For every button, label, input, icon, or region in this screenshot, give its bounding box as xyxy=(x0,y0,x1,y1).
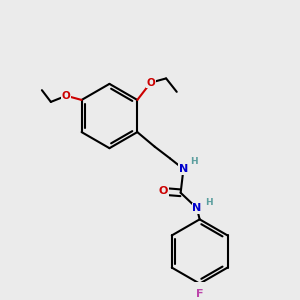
Text: O: O xyxy=(146,78,155,88)
Text: F: F xyxy=(196,289,203,299)
Text: H: H xyxy=(190,157,198,166)
Text: O: O xyxy=(62,91,70,101)
Text: N: N xyxy=(179,164,188,174)
Text: H: H xyxy=(205,197,212,206)
Text: N: N xyxy=(192,203,202,213)
Text: O: O xyxy=(159,186,168,197)
